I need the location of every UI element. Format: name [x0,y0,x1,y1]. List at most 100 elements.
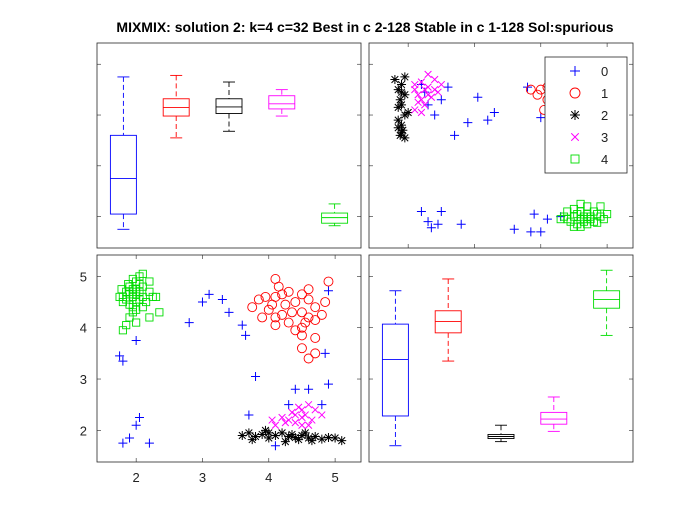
data-point-star [247,435,257,445]
data-point-plus [509,224,519,234]
data-point-square [593,218,602,227]
series-1 [247,274,334,364]
data-point-x [291,411,300,419]
data-point-star [397,87,407,97]
data-point-circle [320,297,331,308]
data-point-star [400,90,410,100]
legend-label: 1 [601,86,608,101]
data-point-plus [456,219,466,229]
series-3 [411,70,446,117]
data-point-plus [204,289,214,299]
data-point-plus [134,413,144,423]
data-point-plus [197,297,207,307]
data-point-circle [323,276,334,287]
box-group-2 [215,81,243,132]
data-point-circle [270,274,281,284]
data-point-plus [436,207,446,217]
data-point-circle [280,299,291,310]
series-0 [115,286,333,451]
panel-frame [96,42,362,249]
data-point-circle [270,312,281,323]
data-point-star [277,428,287,438]
data-point-plus [244,410,254,420]
data-point-plus [443,82,453,92]
data-point-square [583,215,592,224]
figure-title: MIXMIX: solution 2: k=4 c=32 Best in c 2… [116,19,613,35]
data-point-x [427,93,436,101]
data-point-plus [426,223,436,233]
data-point-plus [118,356,128,366]
data-point-square [124,280,133,289]
data-point-x [421,85,429,94]
data-point-circle [277,309,288,320]
data-point-star [317,434,327,444]
data-point-plus [473,92,483,102]
data-point-plus [570,66,580,76]
data-point-plus [483,115,493,125]
data-point-star [257,429,267,439]
data-point-circle [303,312,314,323]
y-tick-label: 4 [80,321,87,336]
data-point-x [301,411,309,419]
data-point-square [115,292,124,301]
data-point-square [128,287,137,296]
data-point-square [563,207,572,216]
box-iqr [215,98,243,114]
data-point-circle [296,343,307,354]
data-point-star [393,115,403,125]
data-point-star [287,429,297,439]
data-point-circle [296,322,307,333]
data-point-x [308,416,316,424]
data-point-star [397,128,407,138]
data-point-circle [277,289,288,300]
data-point-plus [536,113,546,123]
box-iqr [381,323,409,417]
data-point-square [117,285,126,294]
data-point-plus [320,348,330,358]
data-point-circle [310,348,321,359]
data-point-square [145,313,154,322]
y-tick-label: 5 [80,269,87,284]
data-point-square [128,274,137,284]
data-point-x [284,416,293,424]
data-point-x [271,421,280,429]
data-point-star [294,435,304,445]
box-group-1 [434,278,462,362]
data-point-x [298,421,306,429]
data-point-x [288,408,296,417]
data-point-circle [310,315,321,325]
data-point-plus [463,118,473,128]
data-point-circle [310,333,321,343]
data-point-circle [296,330,307,341]
data-point-square [152,292,161,301]
data-point-square [576,199,585,208]
data-point-star [390,74,400,84]
data-point-plus [523,82,533,92]
data-point-x [424,83,432,91]
data-point-square [138,303,147,312]
data-point-circle [316,309,327,320]
legend-label: 0 [601,64,608,79]
box-group-3 [268,89,296,117]
data-point-star [304,433,314,443]
data-point-star [330,433,340,443]
series-3 [268,400,326,429]
data-point-circle [303,353,314,364]
data-point-circle [283,317,294,328]
data-point-plus [118,438,128,448]
box-group-0 [109,76,137,230]
panel-top-left-boxplot [96,42,362,249]
data-point-square [125,313,134,322]
data-point-x [291,418,300,427]
data-point-plus [317,400,327,410]
data-point-plus [450,130,460,140]
data-point-star [398,125,408,135]
data-point-x [411,106,419,114]
data-point-plus [217,294,227,304]
data-point-x [417,78,426,86]
series-2 [390,72,413,143]
data-point-square [145,277,154,286]
x-tick-label: 2 [133,470,140,485]
data-point-star [264,433,274,443]
